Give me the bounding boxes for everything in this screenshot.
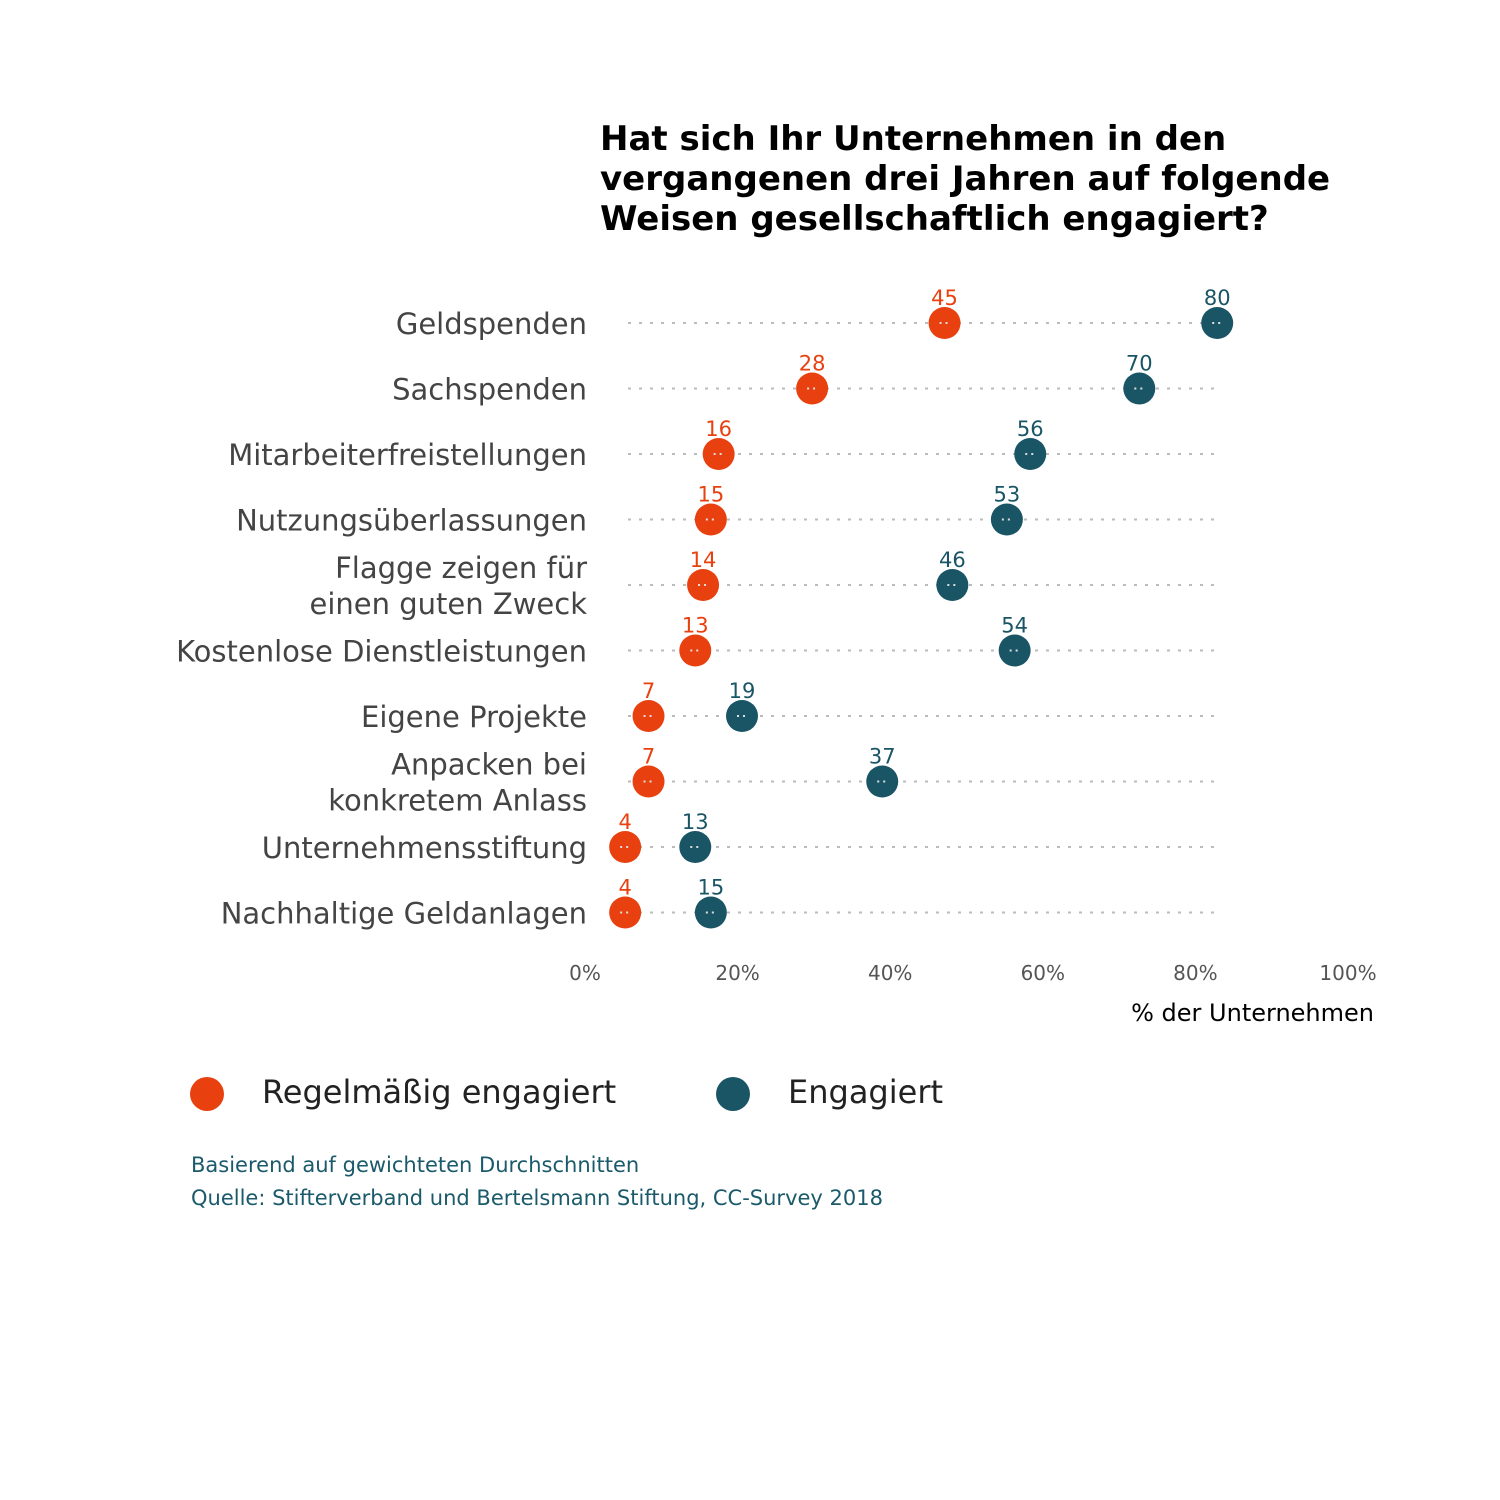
data-label: 4 — [618, 810, 631, 834]
engagiert-point — [1014, 438, 1047, 470]
engagiert-point — [998, 634, 1031, 667]
note-source: Quelle: Stifterverband und Bertelsmann S… — [191, 1186, 883, 1210]
chart-title: Hat sich Ihr Unternehmen in denvergangen… — [600, 119, 1330, 239]
engagiert-point — [866, 765, 899, 798]
engagiert-point — [936, 569, 969, 601]
category-label: Flagge zeigen für — [335, 551, 587, 585]
legend-label: Engagiert — [788, 1073, 943, 1111]
regelmaessig-point — [632, 765, 665, 798]
chart-title-line: Weisen gesellschaftlich engagiert? — [600, 199, 1269, 239]
category-label: Nutzungsüberlassungen — [236, 504, 587, 538]
x-tick-label: 0% — [569, 961, 601, 985]
x-tick-label: 100% — [1319, 961, 1376, 985]
category-label: Eigene Projekte — [361, 700, 587, 734]
x-tick-label: 80% — [1173, 961, 1217, 985]
x-axis-ticks: 0% 20% 40% 60% 80% 100% — [569, 961, 1376, 985]
legend: Regelmäßig engagiert Engagiert — [190, 1073, 943, 1111]
data-label: 56 — [1017, 417, 1044, 441]
engagiert-point — [1123, 372, 1156, 405]
data-label: 53 — [994, 483, 1021, 507]
data-label: 28 — [799, 352, 826, 376]
regelmaessig-point — [694, 503, 727, 536]
category-label: Nachhaltige Geldanlagen — [221, 897, 587, 931]
category-label: Sachspenden — [392, 373, 587, 407]
data-label: 70 — [1126, 352, 1153, 376]
category-label: Kostenlose Dienstleistungen — [176, 635, 587, 669]
category-label: Unternehmensstiftung — [262, 831, 587, 865]
regelmaessig-point — [679, 634, 712, 667]
data-label: 37 — [869, 745, 896, 769]
regelmaessig-point — [687, 569, 720, 601]
x-tick-label: 60% — [1021, 961, 1065, 985]
category-label: einen guten Zweck — [310, 587, 588, 621]
regelmaessig-point — [796, 372, 829, 405]
data-label: 19 — [729, 679, 756, 703]
data-label: 46 — [939, 548, 966, 572]
data-points: 45 28 16 15 14 13 7 7 4 4 80 70 56 53 46 54 19 37 13 15 — [609, 286, 1234, 929]
engagiert-point — [1201, 307, 1234, 339]
data-label: 80 — [1204, 286, 1231, 310]
legend-swatch — [190, 1077, 224, 1111]
data-label: 13 — [682, 614, 709, 638]
legend-label: Regelmäßig engagiert — [262, 1073, 616, 1111]
data-label: 7 — [642, 679, 655, 703]
data-label: 16 — [705, 417, 732, 441]
category-label: Anpacken bei — [391, 748, 587, 782]
data-label: 15 — [697, 483, 724, 507]
engagiert-point — [726, 700, 759, 732]
engagiert-point — [679, 831, 712, 863]
x-tick-label: 40% — [868, 961, 912, 985]
legend-swatch — [716, 1077, 750, 1111]
regelmaessig-point — [928, 307, 961, 339]
regelmaessig-point — [609, 831, 642, 863]
x-axis-label: % der Unternehmen — [1131, 999, 1374, 1027]
category-labels: Geldspenden Sachspenden Mitarbeiterfreiste… — [176, 307, 587, 931]
regelmaessig-point — [609, 896, 642, 929]
data-label: 14 — [690, 548, 717, 572]
category-label: Mitarbeiterfreistellungen — [228, 438, 587, 472]
guide-lines — [628, 322, 1217, 914]
regelmaessig-point — [632, 700, 665, 732]
engagiert-point — [694, 896, 727, 929]
engagiert-point — [990, 503, 1023, 536]
data-label: 45 — [931, 286, 958, 310]
data-label: 54 — [1001, 614, 1028, 638]
chart-title-line: Hat sich Ihr Unternehmen in den — [600, 119, 1226, 159]
data-label: 7 — [642, 745, 655, 769]
category-label: Geldspenden — [396, 307, 587, 341]
chart-title-line: vergangenen drei Jahren auf folgende — [600, 159, 1330, 199]
regelmaessig-point — [702, 438, 735, 470]
data-label: 13 — [682, 810, 709, 834]
data-label: 15 — [697, 876, 724, 900]
category-label: konkretem Anlass — [328, 784, 587, 818]
x-tick-label: 20% — [715, 961, 759, 985]
data-label: 4 — [618, 876, 631, 900]
note-weighting: Basierend auf gewichteten Durchschnitten — [191, 1153, 639, 1177]
